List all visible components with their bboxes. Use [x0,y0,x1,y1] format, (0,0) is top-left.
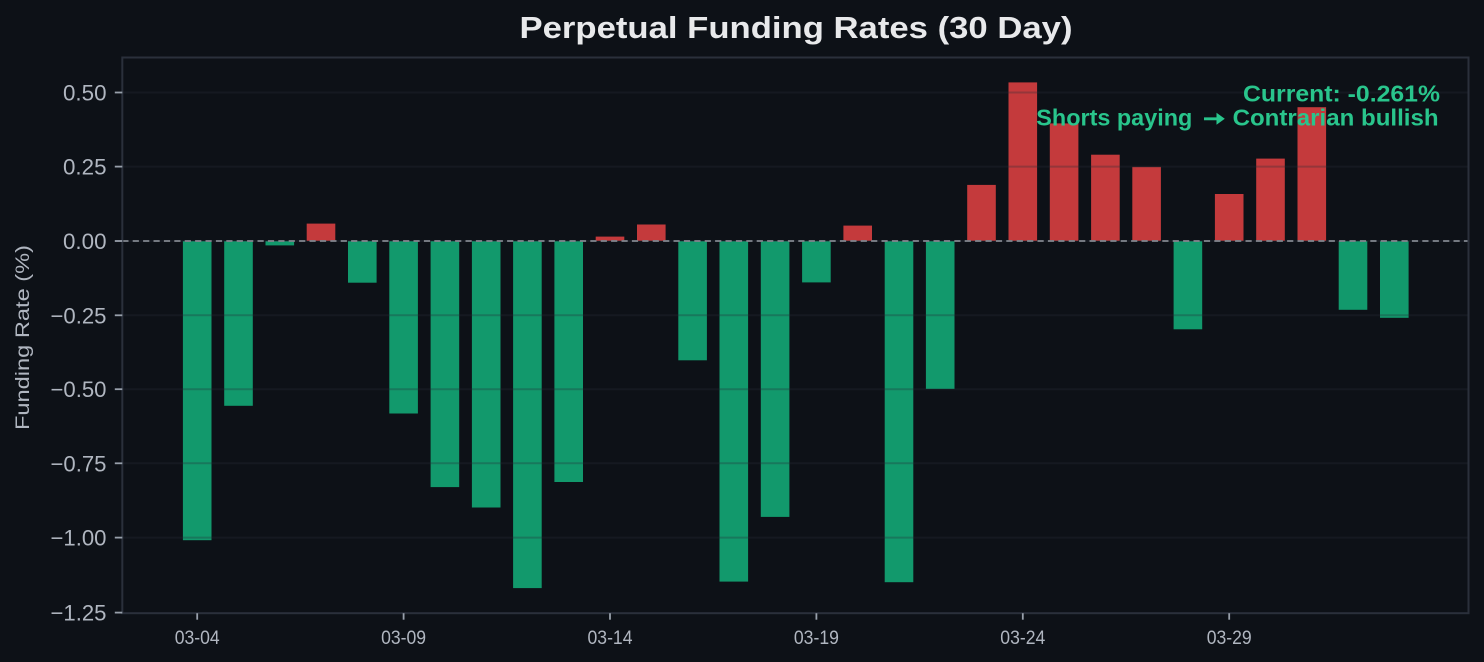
svg-text:Contrarian bullish: Contrarian bullish [1233,105,1439,131]
svg-text:0.25: 0.25 [63,155,107,180]
svg-text:03-29: 03-29 [1207,628,1252,649]
svg-text:Shorts paying: Shorts paying [1036,105,1192,131]
svg-text:−0.75: −0.75 [51,451,107,476]
svg-text:03-09: 03-09 [381,628,426,649]
svg-text:0.00: 0.00 [63,229,107,254]
svg-text:Perpetual Funding Rates (30 Da: Perpetual Funding Rates (30 Day) [520,10,1073,45]
svg-text:03-14: 03-14 [588,628,633,649]
svg-text:0.50: 0.50 [63,81,107,106]
svg-text:Current: -0.261%: Current: -0.261% [1243,81,1440,107]
svg-text:Funding Rate (%): Funding Rate (%) [13,245,34,430]
svg-text:−1.25: −1.25 [51,601,107,626]
svg-text:03-04: 03-04 [175,628,220,649]
svg-text:−1.00: −1.00 [51,526,107,551]
svg-text:−0.50: −0.50 [51,377,107,402]
svg-text:03-19: 03-19 [794,628,839,649]
svg-text:−0.25: −0.25 [51,303,107,328]
svg-text:03-24: 03-24 [1000,628,1045,649]
